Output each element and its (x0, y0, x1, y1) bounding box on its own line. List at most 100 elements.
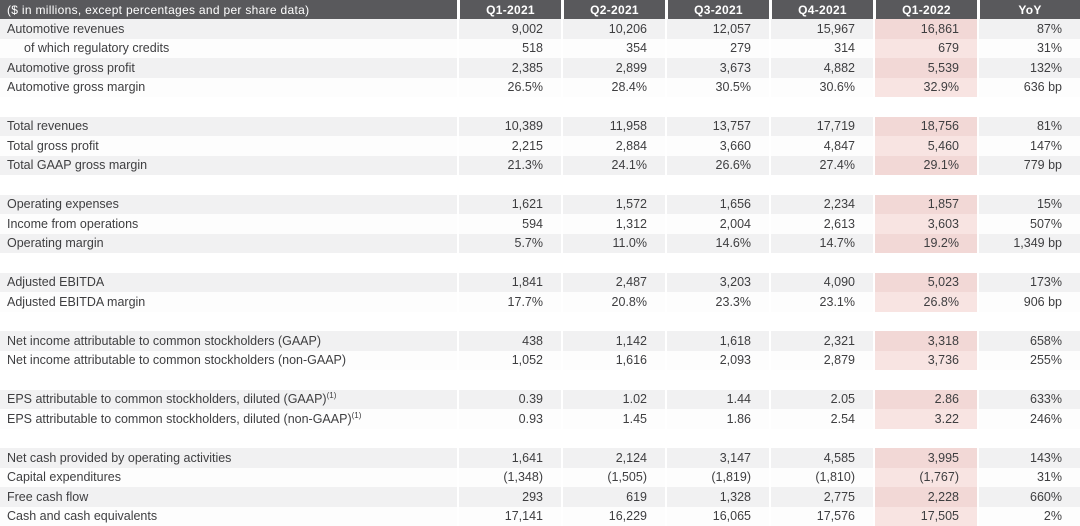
cell-value: 143% (977, 448, 1080, 468)
table-row: Free cash flow 293 619 1,328 2,775 2,228 660% (0, 487, 1080, 507)
row-label: Adjusted EBITDA (0, 272, 457, 292)
cell-value: 1,621 (457, 194, 561, 214)
spacer-row (0, 97, 1080, 117)
cell-value: 246% (977, 409, 1080, 429)
cell-value: 2,093 (665, 350, 769, 370)
row-label: Cash and cash equivalents (0, 506, 457, 526)
cell-value: 15,967 (769, 19, 873, 39)
spacer-row (0, 370, 1080, 390)
row-label: Net cash provided by operating activitie… (0, 448, 457, 468)
cell-value: 30.6% (769, 77, 873, 97)
cell-value: 279 (665, 38, 769, 58)
cell-value: 31% (977, 467, 1080, 487)
table-row: Operating expenses 1,621 1,572 1,656 2,234 1,… (0, 194, 1080, 214)
cell-highlight-q1-2022: 26.8% (873, 292, 977, 312)
row-label: Operating margin (0, 233, 457, 253)
cell-value: 2,899 (561, 58, 665, 78)
table-row: Adjusted EBITDA margin 17.7% 20.8% 23.3% 23.… (0, 292, 1080, 312)
cell-value: 3,147 (665, 448, 769, 468)
row-label: Net income attributable to common stockh… (0, 350, 457, 370)
spacer-row (0, 428, 1080, 448)
row-label: Income from operations (0, 214, 457, 234)
cell-highlight-q1-2022: 5,460 (873, 136, 977, 156)
table-row: Total revenues 10,389 11,958 13,757 17,719 18… (0, 116, 1080, 136)
cell-value: 619 (561, 487, 665, 507)
cell-highlight-q1-2022: 17,505 (873, 506, 977, 526)
cell-value: 507% (977, 214, 1080, 234)
cell-highlight-q1-2022: 3,603 (873, 214, 977, 234)
spacer-cell (0, 428, 1080, 448)
cell-highlight-q1-2022: 5,539 (873, 58, 977, 78)
cell-value: 17,141 (457, 506, 561, 526)
cell-value: 779 bp (977, 155, 1080, 175)
cell-value: 1,616 (561, 350, 665, 370)
row-label: Automotive gross margin (0, 77, 457, 97)
cell-value: 2,124 (561, 448, 665, 468)
header-row: ($ in millions, except percentages and p… (0, 0, 1080, 19)
cell-value: 1,618 (665, 331, 769, 351)
cell-value: 4,847 (769, 136, 873, 156)
row-label: EPS attributable to common stockholders,… (0, 409, 457, 429)
cell-highlight-q1-2022: 3,736 (873, 350, 977, 370)
table-row: Income from operations 594 1,312 2,004 2,613… (0, 214, 1080, 234)
column-header-q3-2021: Q3-2021 (665, 0, 769, 19)
cell-highlight-q1-2022: 2.86 (873, 389, 977, 409)
row-label: Total revenues (0, 116, 457, 136)
cell-value: 173% (977, 272, 1080, 292)
cell-value: 1.86 (665, 409, 769, 429)
spacer-row (0, 253, 1080, 273)
column-header-q4-2021: Q4-2021 (769, 0, 873, 19)
cell-value: 12,057 (665, 19, 769, 39)
cell-value: 26.5% (457, 77, 561, 97)
cell-value: 1,142 (561, 331, 665, 351)
row-label: Total GAAP gross margin (0, 155, 457, 175)
cell-value: 24.1% (561, 155, 665, 175)
cell-value: 23.1% (769, 292, 873, 312)
cell-value: 2,234 (769, 194, 873, 214)
cell-value: 2.54 (769, 409, 873, 429)
cell-value: 147% (977, 136, 1080, 156)
table-row: Adjusted EBITDA 1,841 2,487 3,203 4,090 5,023… (0, 272, 1080, 292)
cell-value: (1,819) (665, 467, 769, 487)
cell-value: 1.02 (561, 389, 665, 409)
cell-value: 81% (977, 116, 1080, 136)
cell-value: 293 (457, 487, 561, 507)
cell-highlight-q1-2022: 3,995 (873, 448, 977, 468)
cell-value: 4,882 (769, 58, 873, 78)
cell-value: 314 (769, 38, 873, 58)
cell-value: 4,090 (769, 272, 873, 292)
spacer-cell (0, 311, 1080, 331)
cell-value: 2,879 (769, 350, 873, 370)
cell-value: (1,810) (769, 467, 873, 487)
table-row: Operating margin 5.7% 11.0% 14.6% 14.7% 19.2%… (0, 233, 1080, 253)
table-row: Automotive gross margin 26.5% 28.4% 30.5% 30… (0, 77, 1080, 97)
cell-value: 2.05 (769, 389, 873, 409)
cell-value: 23.3% (665, 292, 769, 312)
cell-value: 4,585 (769, 448, 873, 468)
cell-value: (1,348) (457, 467, 561, 487)
cell-value: 31% (977, 38, 1080, 58)
cell-value: 17,719 (769, 116, 873, 136)
cell-value: 636 bp (977, 77, 1080, 97)
cell-value: 354 (561, 38, 665, 58)
cell-value: 26.6% (665, 155, 769, 175)
cell-value: 633% (977, 389, 1080, 409)
table-row: Cash and cash equivalents 17,141 16,229 16,… (0, 506, 1080, 526)
cell-value: 255% (977, 350, 1080, 370)
table-body: Automotive revenues 9,002 10,206 12,057 15,9… (0, 19, 1080, 526)
row-label: Total gross profit (0, 136, 457, 156)
table-row: Automotive gross profit 2,385 2,899 3,673 4,… (0, 58, 1080, 78)
cell-value: 2,613 (769, 214, 873, 234)
cell-value: 1.44 (665, 389, 769, 409)
table-row: Total gross profit 2,215 2,884 3,660 4,847 5,… (0, 136, 1080, 156)
table-row: Net income attributable to common stockh… (0, 331, 1080, 351)
row-label: Free cash flow (0, 487, 457, 507)
cell-value: 1,656 (665, 194, 769, 214)
cell-value: 906 bp (977, 292, 1080, 312)
table-row: of which regulatory credits 518 354 279 314 6… (0, 38, 1080, 58)
cell-highlight-q1-2022: (1,767) (873, 467, 977, 487)
row-label: Net income attributable to common stockh… (0, 331, 457, 351)
cell-value: 594 (457, 214, 561, 234)
cell-highlight-q1-2022: 2,228 (873, 487, 977, 507)
